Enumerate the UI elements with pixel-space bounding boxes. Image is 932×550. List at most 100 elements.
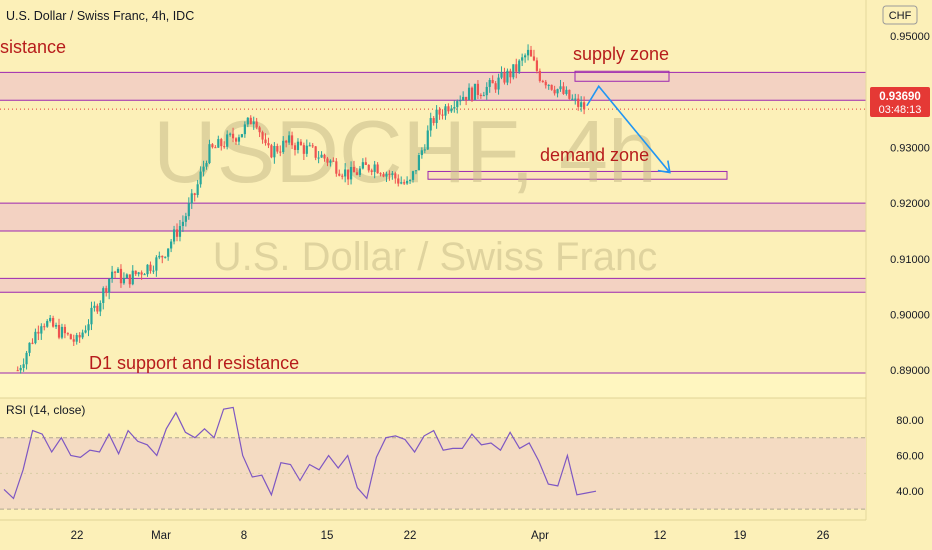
- candle-body-138: [423, 149, 426, 151]
- candle-body-20: [75, 335, 78, 342]
- currency-badge[interactable]: CHF: [882, 5, 918, 25]
- candle-body-173: [526, 49, 530, 56]
- candle-body-68: [217, 139, 220, 148]
- time-tick-3: 15: [321, 530, 334, 542]
- candle-body-115: [355, 172, 359, 175]
- candle-body-131: [403, 182, 406, 184]
- price-tick-6: 0.89000: [890, 365, 930, 377]
- candle-body-114: [352, 166, 356, 173]
- candle-body-77: [243, 124, 246, 135]
- candle-body-59: [190, 193, 193, 204]
- candle-body-105: [326, 158, 329, 163]
- candle-body-32: [111, 271, 114, 279]
- candle-body-65: [208, 144, 211, 164]
- candle-body-182: [553, 89, 556, 94]
- candle-body-177: [538, 70, 541, 81]
- candle-body-95: [296, 141, 300, 150]
- candle-body-58: [187, 203, 190, 217]
- candle-body-45: [149, 264, 152, 271]
- candle-body-3: [25, 352, 28, 365]
- candle-body-37: [125, 274, 128, 279]
- supply-zone-box: [574, 70, 670, 82]
- candle-body-192: [583, 102, 586, 110]
- candle-body-22: [81, 332, 84, 338]
- candle-body-104: [323, 154, 326, 159]
- zone-band-0: [0, 72, 866, 101]
- candle-body-122: [376, 164, 379, 174]
- candle-body-129: [397, 178, 400, 184]
- candle-body-62: [199, 171, 202, 185]
- candle-body-162: [494, 83, 497, 90]
- rsi-line: [3, 406, 597, 500]
- candle-body-97: [302, 145, 305, 154]
- candle-body-50: [164, 256, 167, 258]
- candle-body-183: [556, 89, 559, 94]
- candle-body-15: [60, 326, 64, 338]
- candle-body-120: [370, 170, 373, 172]
- candle-body-98: [305, 145, 308, 154]
- candle-body-76: [240, 134, 244, 138]
- candle-body-78: [246, 117, 249, 125]
- candle-body-127: [391, 173, 394, 175]
- candle-body-5: [31, 342, 34, 344]
- candle-body-102: [317, 157, 320, 159]
- candle-body-31: [108, 278, 111, 293]
- candle-body-51: [167, 248, 170, 257]
- candle-body-125: [385, 173, 388, 177]
- candle-body-146: [447, 106, 450, 112]
- candle-body-172: [524, 55, 527, 58]
- candle-body-49: [161, 255, 164, 258]
- candle-body-185: [562, 86, 565, 94]
- candle-body-55: [178, 226, 182, 237]
- candle-body-38: [128, 274, 131, 285]
- candle-body-83: [261, 132, 264, 140]
- candle-body-85: [267, 143, 270, 146]
- candle-body-139: [426, 130, 429, 150]
- candle-body-7: [37, 331, 40, 334]
- candle-body-33: [113, 271, 117, 273]
- candle-body-107: [332, 160, 335, 162]
- candle-body-163: [497, 77, 500, 90]
- candle-body-137: [420, 150, 423, 156]
- zone-band-4: [0, 278, 866, 293]
- candle-body-189: [574, 98, 577, 100]
- candle-body-191: [580, 102, 583, 107]
- candle-body-142: [435, 109, 438, 124]
- candle-body-25: [90, 307, 93, 325]
- candle-body-44: [146, 264, 149, 275]
- candle-body-0: [16, 370, 19, 372]
- candle-body-54: [175, 229, 179, 237]
- candle-body-16: [63, 326, 67, 334]
- candle-body-153: [467, 87, 471, 101]
- candle-body-113: [349, 166, 353, 180]
- candle-body-176: [535, 60, 539, 71]
- candle-body-29: [102, 288, 105, 303]
- supply-zone-label: supply zone: [573, 44, 669, 64]
- candle-body-168: [512, 64, 515, 78]
- rsi-label: RSI (14, close): [6, 403, 85, 417]
- candle-body-135: [414, 170, 418, 172]
- candle-body-1: [19, 367, 22, 371]
- candle-body-66: [211, 144, 214, 148]
- candle-body-81: [255, 121, 258, 128]
- rsi-pane: 80.00 60.00 40.00: [0, 406, 924, 510]
- last-price-value: 0.93690: [879, 91, 921, 103]
- candle-body-110: [341, 175, 344, 177]
- candle-body-61: [196, 184, 199, 195]
- candle-body-57: [184, 216, 187, 222]
- time-tick-7: 19: [734, 530, 747, 542]
- candle-body-180: [547, 84, 550, 86]
- candle-body-8: [40, 326, 43, 334]
- candle-body-181: [550, 84, 553, 90]
- candle-body-150: [459, 100, 462, 102]
- time-tick-2: 8: [241, 530, 247, 542]
- candle-body-21: [78, 335, 81, 338]
- candle-body-75: [237, 137, 241, 142]
- time-tick-6: 12: [654, 530, 667, 542]
- candle-body-17: [66, 333, 69, 335]
- candle-body-96: [299, 141, 303, 146]
- candle-body-119: [367, 164, 370, 171]
- projection-path: [586, 84, 671, 174]
- candle-body-30: [105, 288, 108, 293]
